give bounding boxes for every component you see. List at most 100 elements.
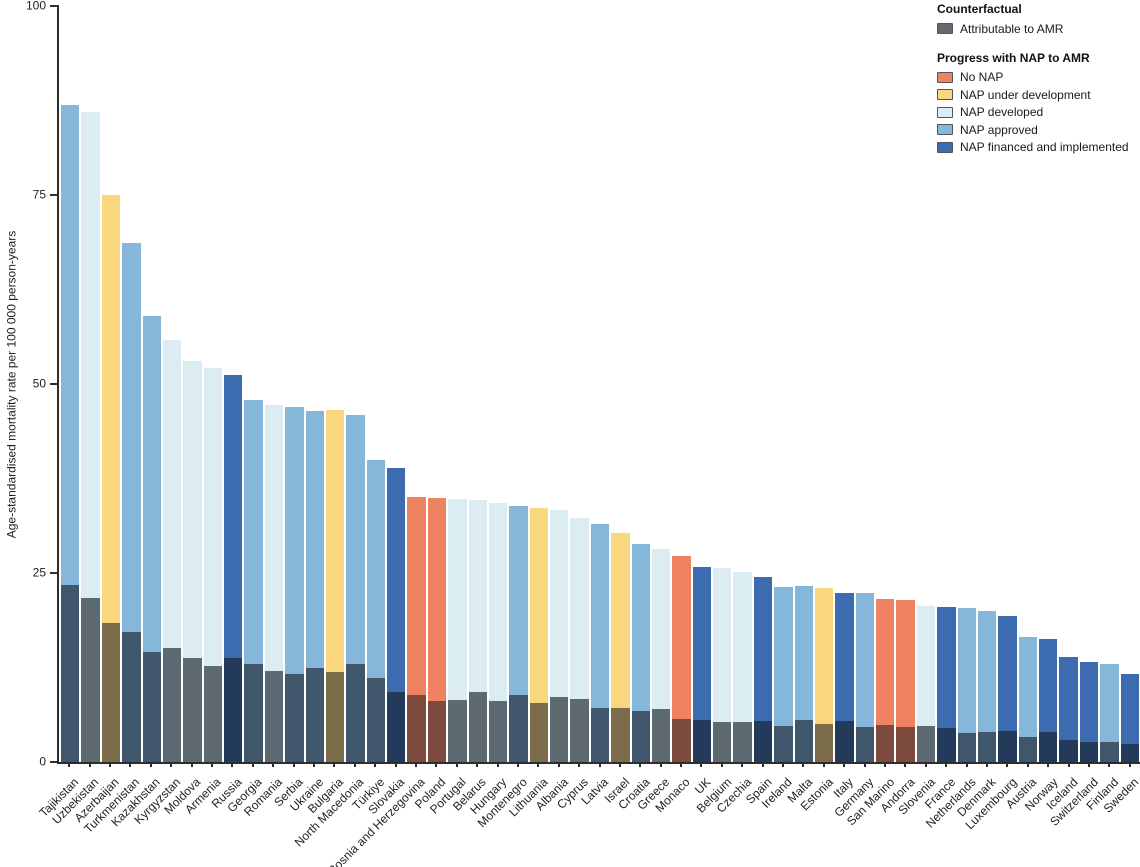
legend-label-approved: NAP approved — [960, 122, 1038, 137]
attributable-segment — [631, 710, 650, 762]
attributable-segment — [427, 700, 447, 762]
bar-hungary — [488, 502, 508, 762]
attributable-segment — [122, 631, 141, 762]
attributable-segment — [529, 703, 548, 762]
attributable-segment — [835, 721, 854, 762]
legend-item-attributable: Attributable to AMR — [937, 20, 1129, 38]
x-tick — [374, 762, 377, 767]
x-tick — [190, 762, 193, 767]
bar-monaco — [672, 556, 691, 762]
bar-poland — [427, 498, 447, 762]
attributable-segment — [977, 731, 997, 762]
attributable-segment — [468, 692, 487, 762]
attributable-segment — [183, 657, 202, 762]
y-tick-label: 25 — [32, 565, 46, 580]
attributable-segment — [733, 721, 752, 762]
attributable-segment — [713, 721, 732, 762]
x-tick — [129, 762, 132, 767]
attributable-segment — [1039, 731, 1058, 762]
attributable-segment — [244, 664, 263, 762]
bar-belarus — [468, 500, 487, 762]
attributable-segment — [1100, 741, 1119, 762]
bar-slovakia — [387, 467, 406, 762]
bar-uzbekistan — [81, 111, 100, 762]
x-tick — [884, 762, 887, 767]
bar-kazakhstan — [142, 315, 161, 762]
x-tick — [782, 762, 785, 767]
attributable-segment — [488, 700, 508, 762]
y-tick-label: 0 — [39, 754, 46, 769]
bar-belgium — [713, 568, 732, 762]
x-tick — [108, 762, 111, 767]
attributable-segment — [325, 672, 345, 762]
y-tick — [50, 572, 59, 574]
bar-slovenia — [916, 605, 936, 762]
bars — [59, 6, 1140, 762]
legend-swatch-under_development — [937, 89, 953, 101]
y-tick — [50, 5, 59, 7]
x-tick — [312, 762, 315, 767]
bar-montenegro — [509, 506, 528, 762]
x-tick — [537, 762, 540, 767]
bar-serbia — [285, 406, 304, 762]
attributable-segment — [590, 707, 610, 762]
bar-france — [937, 607, 956, 762]
bar-azerbaijan — [101, 195, 121, 762]
attributable-segment — [957, 732, 976, 762]
x-tick — [761, 762, 764, 767]
x-tick — [170, 762, 173, 767]
x-tick — [945, 762, 948, 767]
bar-netherlands — [957, 607, 976, 762]
legend-label-developed: NAP developed — [960, 105, 1044, 120]
bar-ukraine — [305, 411, 324, 762]
x-tick — [1128, 762, 1131, 767]
legend-label-no_nap: No NAP — [960, 70, 1004, 85]
bar-germany — [855, 593, 874, 762]
y-axis-title: Age-standardised mortality rate per 100 … — [4, 230, 19, 539]
legend-item-financed: NAP financed and implemented — [937, 139, 1129, 157]
bar-russia — [224, 374, 243, 762]
x-tick — [741, 762, 744, 767]
legend-item-approved: NAP approved — [937, 121, 1129, 139]
bar-israel — [611, 532, 630, 762]
x-tick — [1108, 762, 1111, 767]
x-tick — [700, 762, 703, 767]
legend-label-financed: NAP financed and implemented — [960, 140, 1129, 155]
legend-swatch-no_nap — [937, 71, 953, 83]
x-tick — [231, 762, 234, 767]
bar-austria — [1018, 636, 1037, 762]
plot-area: 0 25 50 75 100 — [26, 0, 1140, 769]
attributable-segment — [937, 727, 956, 762]
attributable-segment — [264, 670, 284, 762]
x-tick — [272, 762, 275, 767]
bar-greece — [651, 548, 671, 762]
x-tick — [843, 762, 846, 767]
x-tick — [435, 762, 438, 767]
x-tick — [496, 762, 499, 767]
x-tick — [414, 762, 417, 767]
bar-czechia — [733, 571, 752, 762]
x-tick — [1067, 762, 1070, 767]
attributable-segment — [305, 667, 324, 762]
x-tick — [88, 762, 91, 767]
legend-title-counterfactual: Counterfactual — [937, 2, 1022, 16]
legend-counterfactual-items: Attributable to AMR — [937, 20, 1129, 38]
bar-uk — [692, 566, 711, 762]
x-tick — [639, 762, 642, 767]
attributable-segment — [61, 585, 80, 762]
attributable-segment — [142, 651, 161, 762]
bar-italy — [835, 592, 854, 762]
x-tick — [1047, 762, 1050, 767]
x-tick — [904, 762, 907, 767]
attributable-segment — [285, 673, 304, 762]
x-tick — [353, 762, 356, 767]
x-tick — [251, 762, 254, 767]
x-tick — [924, 762, 927, 767]
bar-latvia — [590, 523, 610, 762]
attributable-segment — [387, 692, 406, 762]
x-labels: Tajikistan Uzbekistan Azerbaijan Turkmenist… — [36, 772, 1140, 867]
bar-t-rkiye — [366, 460, 385, 762]
x-tick — [618, 762, 621, 767]
legend-label-attributable: Attributable to AMR — [960, 21, 1064, 36]
x-tick — [802, 762, 805, 767]
